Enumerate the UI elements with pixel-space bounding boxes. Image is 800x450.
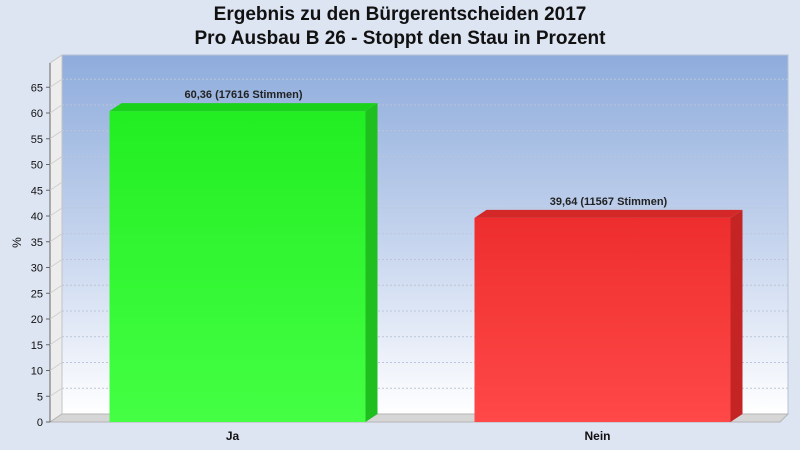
gridline-side [49,284,63,294]
chart-title: Ergebnis zu den Bürgerentscheiden 2017 [213,4,587,25]
gridline-side [49,104,63,114]
bar-side [730,209,743,422]
bar [109,111,366,422]
y-tick-label: 50 [31,160,43,172]
x-tick-label: Ja [226,429,240,443]
y-tick-label: 10 [31,366,43,378]
y-tick-label: 30 [31,263,43,275]
y-tick-label: 35 [31,237,43,249]
data-label: 60,36 (17616 Stimmen) [184,89,302,101]
y-tick-label: 25 [31,288,43,300]
chart-subtitle: Pro Ausbau B 26 - Stoppt den Stau in Pro… [194,28,606,49]
y-tick-label: 55 [31,134,43,146]
bar-side [365,103,378,423]
bar-top [109,103,378,112]
y-axis-label: % [10,237,24,248]
gridline-side [49,387,63,397]
y-tick-label: 0 [37,417,43,429]
y-tick-label: 15 [31,340,43,352]
gridline-side [49,207,63,217]
y-tick-label: 5 [37,391,43,403]
y-tick-label: 60 [31,108,43,120]
gridline-side [49,78,63,88]
x-tick-label: Nein [584,429,610,443]
y-tick-label: 65 [31,82,43,94]
gridline-side [49,130,63,140]
bar-top [474,209,743,218]
y-tick-label: 20 [31,314,43,326]
gridline-side [49,310,63,320]
data-label: 39,64 (11567 Stimmen) [550,196,668,208]
y-tick-label: 40 [31,211,43,223]
gridline-side [49,233,63,243]
gridline-side [49,362,63,371]
y-tick-label: 45 [31,185,43,197]
gridline-side [49,156,63,165]
bar [474,217,731,422]
gridline-side [49,336,63,346]
gridline-side [49,181,63,191]
gridline-side [49,259,63,268]
